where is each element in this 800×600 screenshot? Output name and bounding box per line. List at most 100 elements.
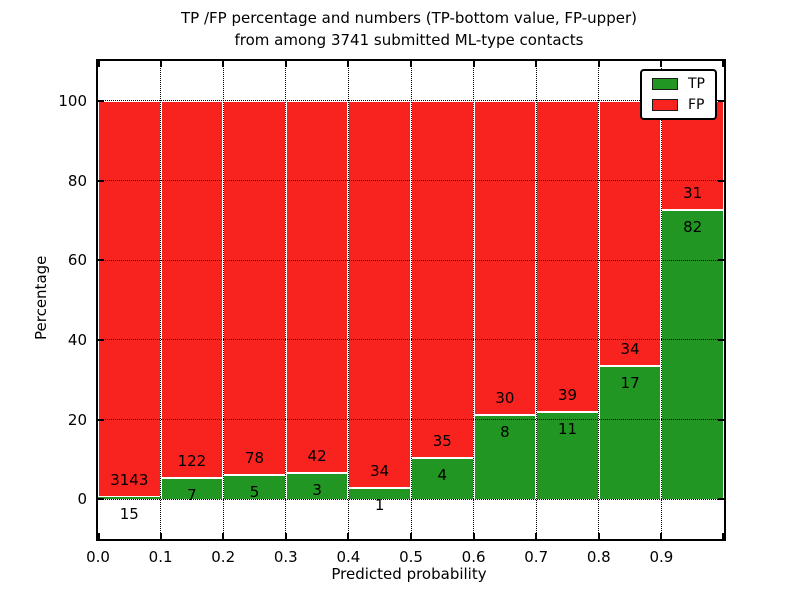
- x-tick-label: 0.9: [649, 548, 674, 566]
- legend-item-tp: TP: [652, 77, 705, 91]
- bar-segment-tp: [598, 366, 662, 500]
- grid-line-horizontal: [98, 180, 724, 181]
- tick-mark-x: [472, 61, 475, 67]
- chart-title: TP /FP percentage and numbers (TP-bottom…: [96, 7, 722, 51]
- x-tick-label: 0.4: [336, 548, 361, 566]
- x-tick-label: 0.0: [86, 548, 110, 566]
- y-tick-label: 0: [77, 490, 87, 509]
- chart-title-line1: TP /FP percentage and numbers (TP-bottom…: [181, 9, 637, 27]
- plot-area: TP FP 3143 15 122 7 78 5 42 3 34 1 35 4 30 8 39 11 34 17 31…: [58, 59, 726, 566]
- tick-mark-x: [535, 61, 538, 67]
- tick-mark-y: [98, 338, 104, 341]
- bar-label-fp-count: 3143: [110, 471, 149, 490]
- bar-segment-fp: [98, 100, 161, 498]
- tick-mark-x: [597, 61, 600, 67]
- tick-mark-y: [98, 498, 104, 501]
- tick-mark-y: [98, 259, 104, 262]
- tick-mark-x: [284, 533, 287, 539]
- bar-label-tp-count: 17: [620, 374, 640, 393]
- legend-label-fp: FP: [688, 97, 705, 113]
- y-tick-label: 20: [67, 410, 87, 429]
- bar-label-tp-count: 82: [683, 218, 703, 237]
- bar-segment-tp: [536, 411, 599, 500]
- tick-mark-y: [718, 99, 724, 102]
- grid-line-horizontal: [98, 498, 724, 500]
- bar-segment-tp: [661, 210, 724, 500]
- x-tick-label: 0.7: [524, 548, 549, 566]
- tick-mark-y: [718, 498, 724, 501]
- x-tick-label: 0.5: [399, 548, 423, 566]
- bar-label-tp-count: 5: [249, 483, 260, 502]
- y-tick-label: 80: [67, 171, 87, 190]
- bar-label-fp-count: 34: [620, 340, 640, 359]
- tick-mark-x: [98, 533, 100, 539]
- bar-label-fp-count: 35: [432, 432, 452, 451]
- grid-line-vertical: [410, 61, 412, 539]
- tick-mark-y: [98, 418, 104, 421]
- bar-label-fp-count: 31: [683, 184, 703, 203]
- tick-mark-y: [718, 259, 724, 262]
- bar-label-fp-count: 39: [557, 385, 578, 404]
- tick-mark-x: [410, 533, 412, 539]
- legend-swatch-tp: [652, 78, 678, 90]
- tick-mark-y: [718, 418, 724, 421]
- bar-segment-fp: [160, 100, 224, 478]
- bar-label-fp-count: 122: [177, 451, 207, 470]
- y-tick-label: 60: [67, 251, 87, 270]
- grid-line-vertical: [347, 61, 349, 539]
- tick-mark-x: [410, 61, 412, 67]
- tick-mark-x: [347, 61, 350, 67]
- bar-label-tp-count: 8: [500, 423, 510, 442]
- tick-mark-y: [98, 99, 104, 102]
- grid-line-vertical: [660, 61, 662, 539]
- bar-label-fp-count: 34: [370, 461, 390, 480]
- x-tick-label: 0.8: [586, 548, 611, 566]
- bar-segment-fp: [473, 100, 537, 416]
- bar-label-fp-count: 78: [244, 449, 265, 468]
- bar-segment-fp: [536, 100, 599, 412]
- bar-segment-fp: [411, 100, 474, 459]
- x-tick-label: 0.1: [148, 548, 173, 566]
- x-axis-label: Predicted probability: [331, 565, 487, 583]
- y-tick-label: 100: [58, 91, 87, 110]
- x-tick-label: 0.2: [211, 548, 236, 566]
- legend-item-fp: FP: [652, 98, 705, 112]
- tick-mark-x: [98, 61, 100, 67]
- tick-mark-x: [535, 533, 538, 539]
- grid-line-horizontal: [98, 339, 724, 341]
- grid-line-vertical: [222, 61, 224, 539]
- legend-swatch-fp: [652, 99, 678, 111]
- tick-mark-x: [597, 533, 600, 539]
- tick-mark-y: [98, 179, 104, 182]
- chart-title-line2: from among 3741 submitted ML-type contac…: [234, 31, 584, 49]
- bar-label-tp-count: 4: [437, 466, 448, 485]
- grid-line-vertical: [285, 61, 287, 539]
- x-tick-label: 0.6: [461, 548, 486, 566]
- tick-mark-x: [222, 533, 225, 539]
- grid-line-horizontal: [98, 419, 724, 420]
- bar-segment-fp: [598, 100, 662, 367]
- tick-mark-x: [284, 61, 287, 67]
- tick-mark-x: [347, 533, 350, 539]
- bar-segment-fp: [285, 100, 349, 473]
- tick-mark-x: [660, 533, 663, 539]
- y-axis-label: Percentage: [32, 255, 50, 341]
- tick-mark-y: [718, 179, 724, 182]
- tick-mark-x: [159, 533, 162, 539]
- grid-line-vertical: [598, 61, 600, 539]
- tick-mark-x: [222, 61, 225, 67]
- bar-segment-tp: [98, 497, 161, 500]
- grid-line-horizontal: [98, 100, 724, 102]
- x-tick-label: 0.3: [273, 548, 298, 566]
- tick-mark-x: [472, 533, 475, 539]
- grid-line-vertical: [473, 61, 475, 539]
- bar-label-fp-count: 42: [307, 446, 327, 465]
- bar-label-tp-count: 15: [119, 505, 139, 524]
- bar-label-tp-count: 7: [187, 485, 197, 504]
- bar-label-tp-count: 11: [557, 419, 578, 438]
- grid-line-horizontal: [98, 259, 724, 261]
- grid-line-vertical: [160, 61, 162, 539]
- bar-segment-fp: [348, 100, 411, 488]
- y-tick-label: 40: [67, 330, 87, 349]
